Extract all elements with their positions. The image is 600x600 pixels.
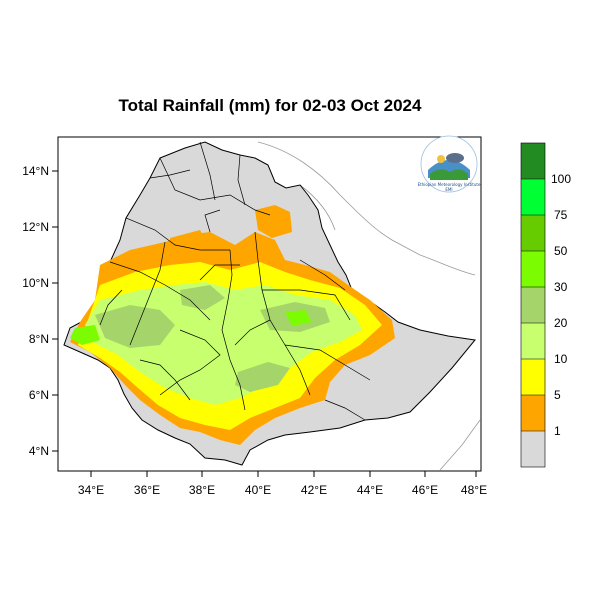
colorbar-swatch [521,359,545,395]
x-tick-label: 42°E [301,483,327,497]
x-tick-label: 44°E [357,483,383,497]
logo-sun-icon [437,155,445,163]
colorbar-label: 1 [554,424,561,438]
logo-cloud-icon [446,153,464,163]
x-tick-label: 34°E [78,483,104,497]
colorbar-swatch [521,143,545,179]
x-tick-label: 38°E [189,483,215,497]
emi-logo: Ethiopian Meteorology Institute EMI [418,135,481,193]
y-tick-label: 12°N [22,220,49,234]
colorbar-label: 5 [554,388,561,402]
colorbar-swatch [521,395,545,431]
x-tick-label: 46°E [412,483,438,497]
y-tick-label: 14°N [22,164,49,178]
colorbar-swatch [521,431,545,467]
colorbar-label: 100 [551,172,571,186]
colorbar-swatch [521,323,545,359]
colorbar-swatch [521,215,545,251]
rain-zone-30-50mm [70,325,100,345]
rain-zone-20-30mm [95,305,175,348]
red-sea-coastline [257,141,476,276]
rain-zone-20-30mm-central [180,285,225,310]
colorbar: 1 5 10 20 30 50 75 100 [520,142,571,468]
x-tick-label: 36°E [134,483,160,497]
x-tick-label: 40°E [245,483,271,497]
y-tick-label: 6°N [29,388,49,402]
y-axis-ticks [52,170,58,452]
colorbar-label: 10 [554,352,568,366]
y-tick-label: 10°N [22,276,49,290]
eritrea-coastline [299,184,336,231]
colorbar-label: 20 [554,316,568,330]
colorbar-swatch [521,287,545,323]
colorbar-label: 75 [554,208,568,222]
colorbar-swatch [521,179,545,215]
logo-caption: Ethiopian Meteorology Institute [418,182,481,187]
rain-zone-30-50mm-east [285,310,312,326]
y-tick-label: 8°N [29,332,49,346]
y-tick-label: 4°N [29,444,49,458]
region-boundaries [99,141,371,421]
logo-hills-icon [430,169,468,180]
rain-zone-1-5mm-west [168,230,210,262]
colorbar-swatch [521,251,545,287]
somalia-coastline [439,419,481,471]
rain-zone-20-30mm-south [235,362,290,392]
colorbar-label: 30 [554,280,568,294]
logo-label: EMI [445,187,452,192]
map-title: Total Rainfall (mm) for 02-03 Oct 2024 [118,96,422,115]
colorbar-label: 50 [554,244,568,258]
x-tick-label: 48°E [461,483,487,497]
x-axis-ticks [90,471,477,477]
